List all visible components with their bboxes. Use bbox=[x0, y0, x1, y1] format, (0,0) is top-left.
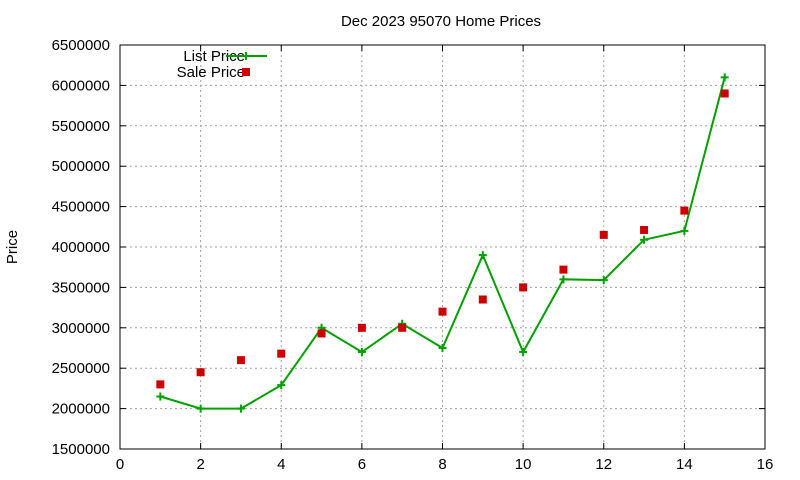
y-tick-label: 2500000 bbox=[52, 360, 110, 377]
y-tick-label: 3500000 bbox=[52, 279, 110, 296]
list-price-point bbox=[680, 226, 689, 235]
y-axis-label: Price bbox=[4, 230, 21, 264]
list-price-point bbox=[236, 404, 245, 413]
axis-ticks: 0 2 4 6 8 10 12 14 16 1500000 2000000 2500000 300000… bbox=[52, 37, 774, 473]
y-tick-label: 4000000 bbox=[52, 239, 110, 256]
legend-label: List Price bbox=[183, 48, 245, 65]
data-series bbox=[156, 73, 729, 413]
x-tick-label: 6 bbox=[358, 456, 366, 473]
sale-price-point bbox=[720, 89, 729, 98]
x-tick-label: 4 bbox=[277, 456, 285, 473]
x-tick-label: 10 bbox=[515, 456, 532, 473]
list-price-point bbox=[357, 348, 366, 357]
sale-price-point bbox=[317, 329, 326, 338]
series-sale-price bbox=[156, 89, 729, 389]
chart-title: Dec 2023 95070 Home Prices bbox=[341, 13, 541, 30]
y-tick-label: 4500000 bbox=[52, 199, 110, 216]
series-list-price bbox=[156, 73, 729, 413]
list-price-line bbox=[160, 77, 726, 410]
list-price-point bbox=[478, 251, 487, 260]
sale-price-point bbox=[156, 380, 165, 389]
y-tick-label: 1500000 bbox=[52, 441, 110, 458]
list-price-point bbox=[640, 235, 649, 244]
legend-square-swatch bbox=[242, 68, 250, 76]
x-tick-label: 0 bbox=[116, 456, 124, 473]
x-tick-label: 16 bbox=[757, 456, 774, 473]
legend-label: Sale Price bbox=[177, 64, 245, 81]
sale-price-point bbox=[277, 349, 286, 358]
sale-price-point bbox=[680, 206, 689, 215]
list-price-point bbox=[196, 404, 205, 413]
list-price-point bbox=[720, 73, 729, 82]
y-tick-label: 6000000 bbox=[52, 77, 110, 94]
y-tick-label: 5500000 bbox=[52, 118, 110, 135]
x-tick-label: 2 bbox=[196, 456, 204, 473]
grid-lines bbox=[120, 45, 765, 449]
sale-price-point bbox=[236, 356, 245, 365]
list-price-point bbox=[599, 276, 608, 285]
sale-price-point bbox=[640, 226, 649, 235]
legend-plus-swatch bbox=[242, 52, 250, 60]
sale-price-point bbox=[478, 295, 487, 304]
list-price-point bbox=[519, 348, 528, 357]
list-price-point bbox=[438, 344, 447, 352]
list-price-point bbox=[156, 392, 165, 401]
sale-price-point bbox=[196, 368, 205, 377]
sale-price-point bbox=[599, 230, 608, 239]
sale-price-point bbox=[559, 265, 568, 274]
sale-price-point bbox=[398, 323, 407, 332]
sale-price-point bbox=[438, 307, 447, 316]
y-tick-label: 2000000 bbox=[52, 401, 110, 418]
sale-price-point bbox=[519, 283, 528, 292]
sale-price-point bbox=[357, 323, 366, 332]
y-tick-label: 5000000 bbox=[52, 158, 110, 175]
y-tick-label: 6500000 bbox=[52, 37, 110, 54]
x-tick-label: 8 bbox=[438, 456, 446, 473]
x-tick-label: 12 bbox=[595, 456, 612, 473]
y-tick-label: 3000000 bbox=[52, 320, 110, 337]
list-price-point bbox=[277, 381, 286, 390]
x-tick-label: 14 bbox=[676, 456, 693, 473]
list-price-point bbox=[559, 275, 568, 284]
